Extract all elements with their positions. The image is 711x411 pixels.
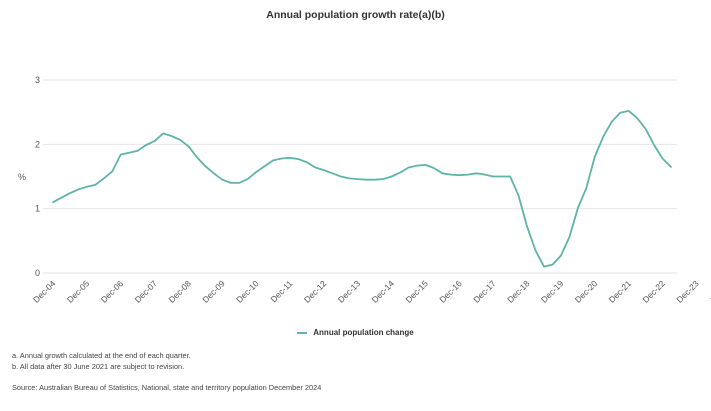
x-tick-label: Dec-15 (403, 278, 430, 305)
legend: Annual population change (0, 328, 711, 337)
x-tick-label: Dec-20 (573, 278, 600, 305)
x-tick-label: Dec-08 (166, 278, 193, 305)
source-note: Source: Australian Bureau of Statistics,… (12, 383, 322, 392)
x-tick-label: Dec-10 (234, 278, 261, 305)
x-tick-label: Dec-18 (505, 278, 532, 305)
y-tick-label: 0 (35, 268, 40, 278)
x-tick-label: Dec-16 (437, 278, 464, 305)
x-tick-label: Dec-23 (674, 278, 701, 305)
x-tick-label: Dec-12 (302, 278, 329, 305)
x-tick-label: Dec-05 (65, 278, 92, 305)
y-axis-label: % (18, 172, 26, 182)
chart-title: Annual population growth rate(a)(b) (266, 9, 445, 21)
x-tick-label: Dec-06 (99, 278, 126, 305)
y-tick-label: 1 (35, 204, 40, 214)
x-tick-label: Dec-19 (539, 278, 566, 305)
x-tick-label: Dec-13 (336, 278, 363, 305)
x-tick-label: Dec-14 (370, 278, 397, 305)
x-tick-label: Dec-07 (133, 278, 160, 305)
series-line (52, 110, 672, 268)
y-tick-label: 3 (35, 75, 40, 85)
x-tick-label: Dec-17 (471, 278, 498, 305)
x-tick-label: Dec-04 (31, 278, 58, 305)
x-tick-label: Dec-11 (268, 278, 294, 304)
y-tick-label: 2 (35, 139, 40, 149)
x-tick-label: Dec-21 (607, 278, 634, 305)
x-tick-label: Dec-22 (640, 278, 667, 305)
legend-swatch (297, 331, 308, 334)
footnote-b: b. All data after 30 June 2021 are subje… (12, 362, 185, 371)
legend-label: Annual population change (313, 328, 414, 337)
footnote-a: a. Annual growth calculated at the end o… (12, 351, 191, 360)
x-tick-label: Dec-09 (200, 278, 227, 305)
